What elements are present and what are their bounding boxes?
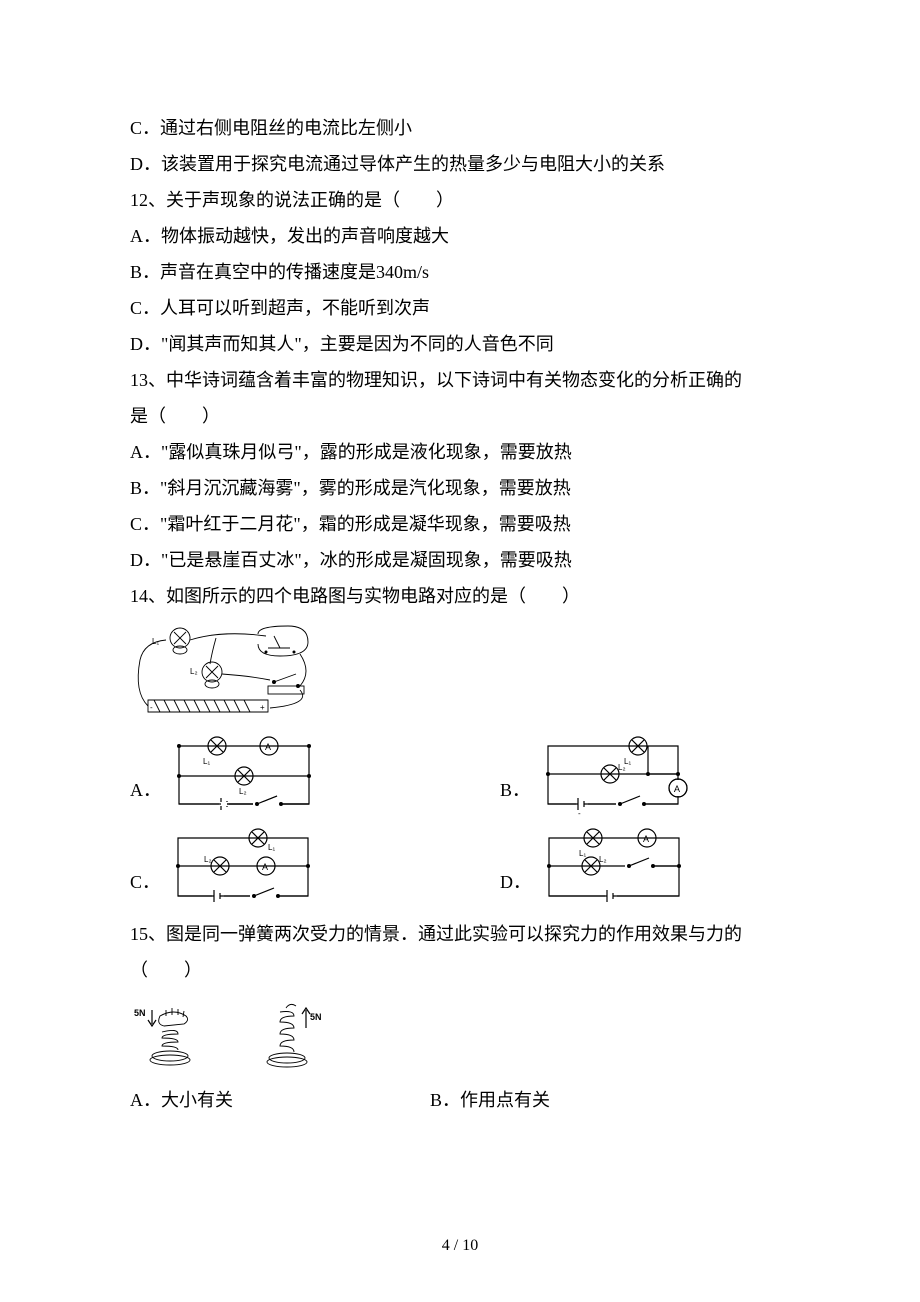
q11-option-d: D．该装置用于探究电流通过导体产生的热量多少与电阻大小的关系	[130, 146, 790, 182]
svg-text:L₁: L₁	[579, 849, 586, 858]
q14-option-b-label: B．	[500, 772, 530, 818]
svg-text:L₂: L₂	[190, 667, 198, 676]
q15-option-a: A．大小有关	[130, 1082, 430, 1118]
svg-text:L₂: L₂	[599, 855, 607, 864]
q13-stem-line2: 是（ ）	[130, 398, 790, 434]
q14-option-a: A． L₁ A L₂	[130, 732, 460, 818]
svg-text:L₂: L₂	[618, 763, 626, 772]
svg-text:A: A	[262, 862, 268, 872]
q13-stem-line1: 13、中华诗词蕴含着丰富的物理知识，以下诗词中有关物态变化的分析正确的	[130, 362, 790, 398]
q15-options-row: A．大小有关 B．作用点有关	[130, 1082, 790, 1118]
q11-option-c: C．通过右侧电阻丝的电流比左侧小	[130, 110, 790, 146]
q13-option-c: C．"霜叶红于二月花"，霜的形成是凝华现象，需要吸热	[130, 506, 790, 542]
svg-text:-: -	[150, 703, 153, 712]
q12-stem: 12、关于声现象的说法正确的是（ ）	[130, 182, 790, 218]
q14-option-d: D． L₁ A L₂	[500, 824, 689, 910]
q14-option-d-label: D．	[500, 864, 531, 910]
q13-option-a: A．"露似真珠月似弓"，露的形成是液化现象，需要放热	[130, 434, 790, 470]
q14-options-row-1: A． L₁ A L₂	[130, 732, 790, 818]
svg-text:L₂: L₂	[204, 855, 212, 864]
q14-option-a-label: A．	[130, 772, 161, 818]
page-number: 4 / 10	[0, 1230, 920, 1262]
svg-text:L₁: L₁	[268, 843, 275, 852]
svg-text:A: A	[674, 784, 680, 794]
q14-options-row-2: C． L₁ L₂ A	[130, 824, 790, 910]
q12-option-a: A．物体振动越快，发出的声音响度越大	[130, 218, 790, 254]
exam-page: C．通过右侧电阻丝的电流比左侧小 D．该装置用于探究电流通过导体产生的热量多少与…	[0, 0, 920, 1302]
svg-text:A: A	[265, 742, 271, 752]
q15-stem-line1: 15、图是同一弹簧两次受力的情景．通过此实验可以探究力的作用效果与力的	[130, 916, 790, 952]
svg-text:L₁: L₁	[203, 757, 210, 766]
svg-text:A: A	[643, 834, 649, 844]
svg-text:L₁: L₁	[152, 637, 159, 646]
q15-option-b: B．作用点有关	[430, 1082, 550, 1118]
q12-option-c: C．人耳可以听到超声，不能听到次声	[130, 290, 790, 326]
q14-physical-circuit: - + L₁ L₂	[130, 622, 790, 722]
svg-text:-: -	[578, 809, 581, 818]
q12-option-d: D．"闻其声而知其人"，主要是因为不同的人音色不同	[130, 326, 790, 362]
svg-text:L₂: L₂	[239, 787, 247, 796]
q15-figure: 5N 5N	[130, 1002, 790, 1072]
q14-option-c-label: C．	[130, 864, 160, 910]
q15-stem-line2: （ ）	[130, 952, 790, 988]
q14-option-c: C． L₁ L₂ A	[130, 824, 460, 910]
spring-left-force-label: 5N	[134, 1008, 146, 1018]
q12-option-b: B．声音在真空中的传播速度是340m/s	[130, 254, 790, 290]
q14-option-b: B． L₁ L₂	[500, 732, 688, 818]
q14-stem: 14、如图所示的四个电路图与实物电路对应的是（ ）	[130, 578, 790, 614]
spring-right-force-label: 5N	[310, 1012, 322, 1022]
svg-text:+: +	[260, 703, 265, 712]
q13-option-b: B．"斜月沉沉藏海雾"，雾的形成是汽化现象，需要放热	[130, 470, 790, 506]
q13-option-d: D．"已是悬崖百丈冰"，冰的形成是凝固现象，需要吸热	[130, 542, 790, 578]
